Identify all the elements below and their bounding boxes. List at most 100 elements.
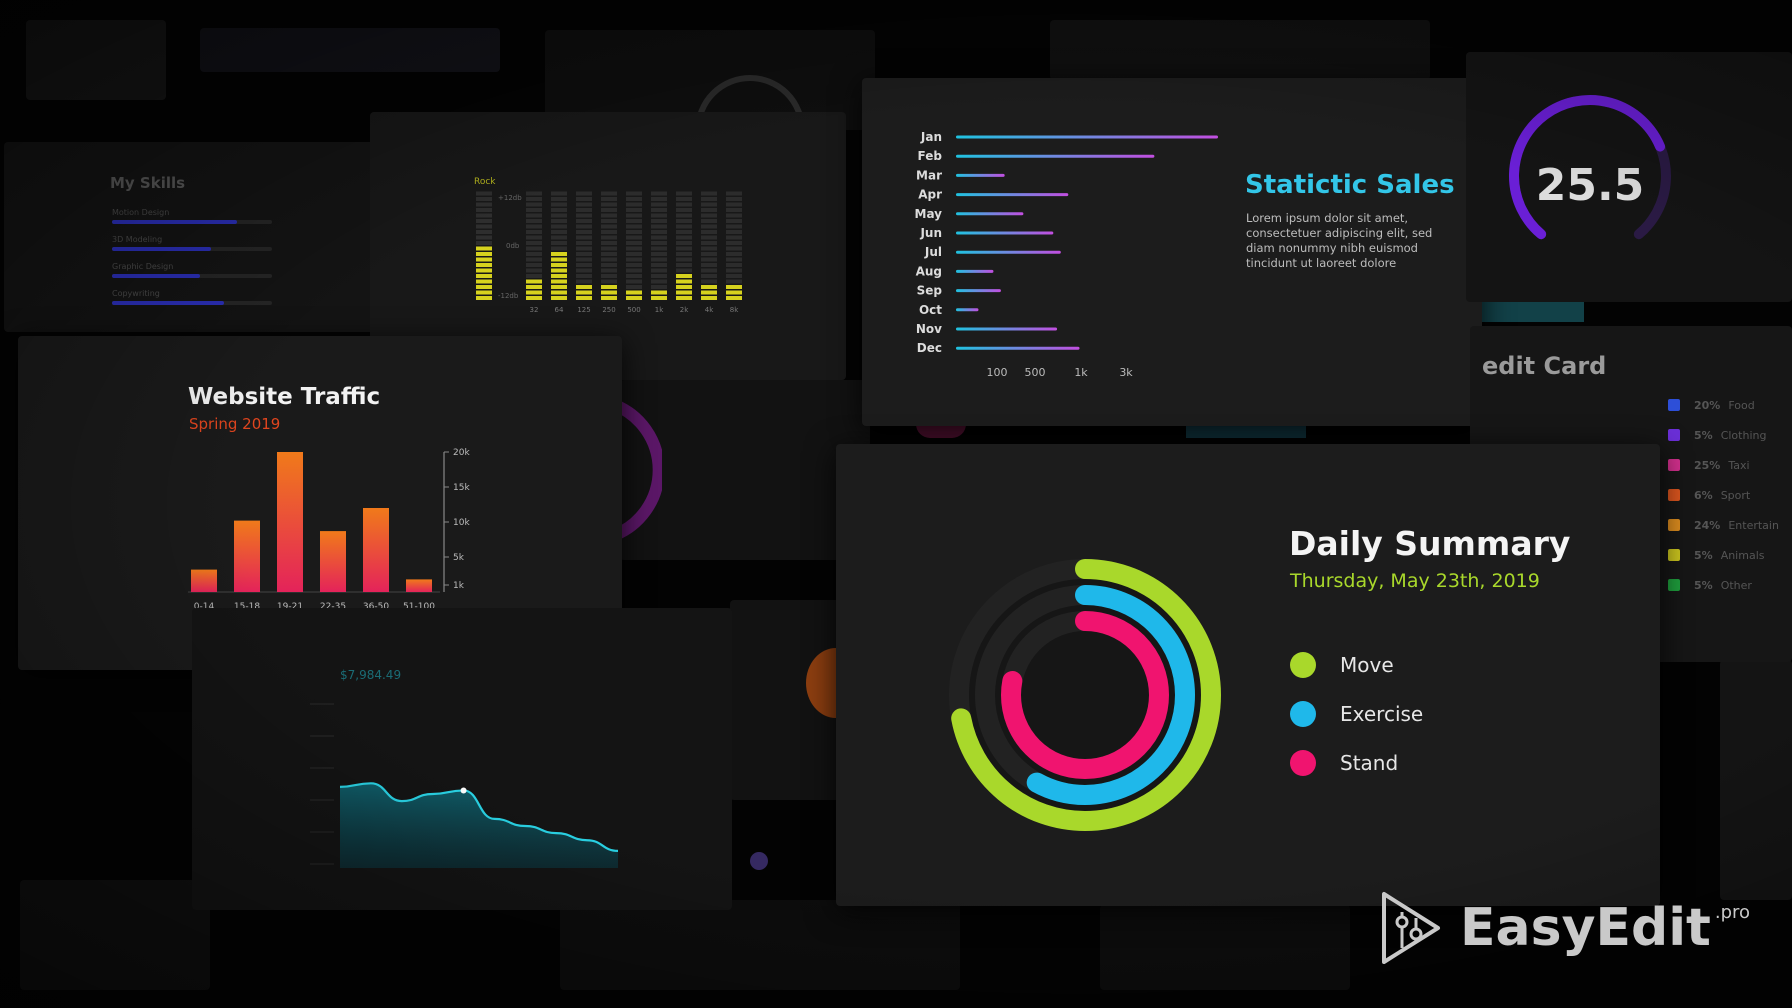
eq-band-seg bbox=[726, 224, 742, 229]
credit-pct: 25% bbox=[1694, 458, 1721, 472]
eq-ref-seg bbox=[476, 252, 492, 256]
eq-band-seg bbox=[651, 197, 667, 201]
eq-band-label: 32 bbox=[530, 306, 539, 314]
eq-band-seg bbox=[651, 274, 667, 278]
eq-band-seg bbox=[726, 213, 742, 218]
eq-band-seg bbox=[551, 274, 567, 278]
eq-band-seg bbox=[551, 279, 567, 284]
eq-band-seg bbox=[551, 241, 567, 245]
eq-band-seg bbox=[726, 197, 742, 201]
eq-band-seg bbox=[551, 263, 567, 267]
eq-band-seg bbox=[551, 285, 567, 289]
credit-swatch bbox=[1668, 579, 1680, 591]
area-chart bbox=[310, 703, 619, 868]
eq-band-seg bbox=[626, 268, 642, 273]
eq-band-seg bbox=[626, 296, 642, 300]
eq-band-seg bbox=[601, 257, 617, 262]
eq-band-seg bbox=[526, 257, 542, 262]
eq-band-seg bbox=[651, 296, 667, 300]
eq-band-seg bbox=[551, 191, 567, 196]
credit-label: Other bbox=[1720, 578, 1752, 592]
activity-rings bbox=[949, 559, 1221, 831]
eq-band-seg bbox=[526, 246, 542, 251]
eq-band-seg bbox=[526, 290, 542, 295]
eq-band-seg bbox=[576, 268, 592, 273]
eq-band-seg bbox=[626, 191, 642, 196]
eq-band-seg bbox=[701, 274, 717, 278]
credit-swatch bbox=[1668, 489, 1680, 501]
eq-band-label: 4k bbox=[705, 306, 714, 314]
eq-band-seg bbox=[576, 235, 592, 240]
eq-band-seg bbox=[601, 230, 617, 234]
eq-band-seg bbox=[601, 213, 617, 218]
eq-ref-seg bbox=[476, 246, 492, 251]
credit-label: Taxi bbox=[1728, 458, 1750, 472]
eq-band-seg bbox=[726, 263, 742, 267]
sales-bar bbox=[956, 193, 1069, 197]
eq-band-seg bbox=[526, 263, 542, 267]
eq-band-seg bbox=[601, 224, 617, 229]
sales-month-label: Feb bbox=[918, 149, 943, 163]
traffic-title: Website Traffic bbox=[188, 384, 381, 410]
eq-band-seg bbox=[626, 208, 642, 212]
eq-band-seg bbox=[601, 252, 617, 256]
sales-bar bbox=[956, 308, 979, 312]
eq-band-seg bbox=[726, 230, 742, 234]
skill-fill bbox=[112, 247, 212, 251]
sales-bar bbox=[956, 250, 1061, 254]
eq-band-label: 2k bbox=[680, 306, 689, 314]
eq-band-seg bbox=[626, 241, 642, 245]
eq-ref-seg bbox=[476, 224, 492, 229]
eq-band-seg bbox=[576, 279, 592, 284]
bg-violet-dot bbox=[750, 852, 768, 870]
eq-band-seg bbox=[726, 296, 742, 300]
summary-legend-item: Stand bbox=[1290, 738, 1423, 787]
eq-ref-seg bbox=[476, 279, 492, 284]
play-slider-icon bbox=[1382, 892, 1440, 964]
eq-band-seg bbox=[551, 296, 567, 300]
traffic-ytick-label: 1k bbox=[453, 581, 465, 591]
eq-band-seg bbox=[651, 191, 667, 196]
traffic-ytick-label: 15k bbox=[453, 483, 470, 493]
summary-legend: Move Exercise Stand bbox=[1290, 640, 1423, 787]
summary-legend-item: Move bbox=[1290, 640, 1423, 689]
eq-ref-seg bbox=[476, 274, 492, 278]
eq-band-seg bbox=[526, 224, 542, 229]
eq-band-seg bbox=[626, 285, 642, 289]
eq-band-seg bbox=[601, 241, 617, 245]
eq-band-seg bbox=[601, 263, 617, 267]
eq-band-seg bbox=[526, 208, 542, 212]
bg-card-bottom-left bbox=[20, 880, 210, 990]
sales-month-label: May bbox=[915, 207, 943, 221]
summary-legend-item: Exercise bbox=[1290, 689, 1423, 738]
credit-legend-item: 5% Clothing bbox=[1668, 420, 1779, 450]
skill-fill bbox=[112, 301, 224, 305]
credit-swatch bbox=[1668, 429, 1680, 441]
eq-band-seg bbox=[576, 246, 592, 251]
sales-month-label: Aug bbox=[916, 264, 942, 278]
skill-track bbox=[112, 247, 272, 251]
traffic-bar bbox=[191, 569, 217, 592]
eq-ref-seg bbox=[476, 208, 492, 212]
logo-text: EasyEdit bbox=[1460, 898, 1711, 958]
eq-band-label: 1k bbox=[655, 306, 664, 314]
sales-month-label: Jun bbox=[919, 226, 942, 240]
sales-description: Lorem ipsum dolor sit amet, consectetuer… bbox=[1246, 211, 1433, 270]
skill-track bbox=[112, 220, 272, 224]
eq-band-seg bbox=[551, 230, 567, 234]
eq-band-seg bbox=[701, 296, 717, 300]
sales-bar bbox=[956, 135, 1218, 139]
eq-band-seg bbox=[676, 290, 692, 295]
eq-band-seg bbox=[526, 279, 542, 284]
eq-band-seg bbox=[701, 197, 717, 201]
eq-band-seg bbox=[551, 246, 567, 251]
eq-band-seg bbox=[601, 246, 617, 251]
eq-band-seg bbox=[551, 252, 567, 256]
eq-ref-seg bbox=[476, 257, 492, 262]
skills-title: My Skills bbox=[110, 174, 186, 192]
area-value: $7,984.49 bbox=[340, 668, 402, 682]
eq-band-seg bbox=[576, 296, 592, 300]
eq-band-seg bbox=[651, 219, 667, 223]
eq-band-seg bbox=[676, 241, 692, 245]
